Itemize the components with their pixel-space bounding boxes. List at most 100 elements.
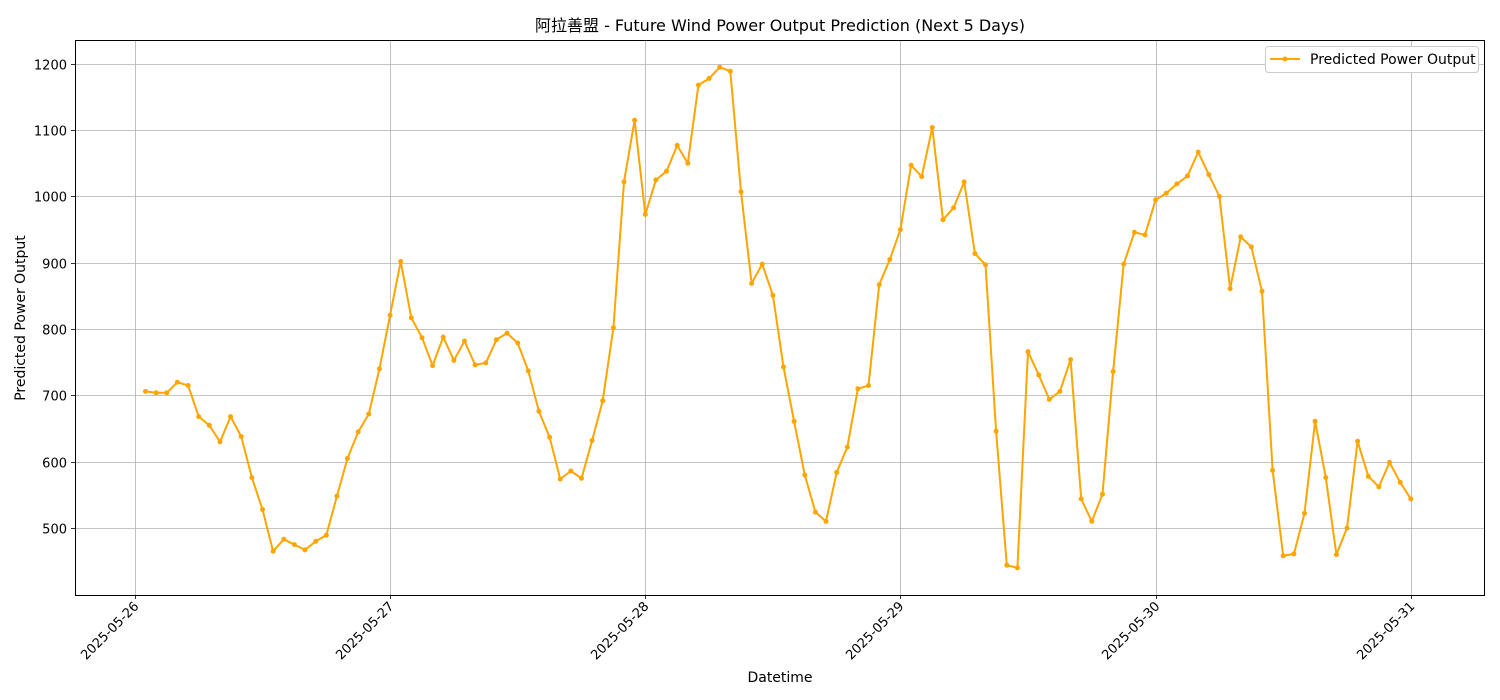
data-point [1376,484,1382,490]
data-point [174,379,180,385]
data-point [961,179,967,185]
data-point [855,386,861,392]
data-point [493,337,499,343]
data-point [1078,496,1084,502]
y-tick-label: 600 [42,457,67,472]
data-point [1333,552,1339,558]
data-point [440,334,446,340]
data-point [653,177,659,183]
data-point [206,422,212,428]
data-point [196,414,202,420]
data-point [547,434,553,440]
data-point [759,261,765,267]
data-point [217,439,223,445]
series-layer [143,64,1414,571]
data-point [1387,459,1392,465]
data-point [674,142,680,148]
data-point [536,408,542,414]
data-point [419,335,425,341]
data-point [1057,388,1063,394]
plot-frame [75,40,1485,596]
data-point [802,472,808,478]
data-point [1195,149,1201,155]
data-point [557,476,563,482]
data-point [483,360,489,366]
y-tick-label: 1000 [34,191,67,206]
data-point [185,383,191,388]
data-point [727,68,733,74]
data-point [897,227,903,233]
data-point [1036,372,1042,378]
data-point [1131,229,1137,235]
data-point [695,82,701,88]
data-point [610,325,616,331]
data-point [685,160,691,166]
x-axis-title: Datetime [747,670,812,686]
data-point [642,211,648,217]
data-point [632,117,638,123]
data-point [929,125,935,130]
data-point [515,340,521,346]
data-point [1280,553,1286,559]
data-point [270,548,276,554]
data-point [1323,475,1329,481]
data-point [972,251,978,256]
data-point [1344,525,1350,531]
data-point [238,434,244,439]
data-point [164,390,170,396]
data-point [408,315,414,321]
data-point [302,547,308,553]
legend: Predicted Power Output [1265,46,1479,73]
data-point [621,179,627,185]
data-point [1089,518,1095,524]
data-point [1174,181,1180,187]
data-point [1238,234,1244,240]
data-point [525,368,531,374]
data-point [228,414,234,420]
data-point [1355,438,1361,444]
data-point [281,536,287,542]
data-point [1291,551,1297,557]
data-point [812,509,818,515]
data-point [1206,172,1212,178]
data-point [1025,349,1031,355]
data-point [908,162,914,168]
data-point [1121,261,1127,267]
y-axis: 500 600 700 800 900 1000 1100 1200 [34,59,75,538]
data-point [1068,357,1074,363]
data-point [291,542,297,548]
data-point [1408,496,1414,502]
data-point [1110,369,1116,374]
data-point [345,455,350,461]
data-point [579,475,584,481]
data-point [1397,479,1403,485]
data-point [355,429,361,435]
data-point [1142,232,1148,238]
series-line [145,66,1412,569]
legend-label: Predicted Power Output [1310,52,1476,68]
legend-marker-swatch [1282,56,1288,62]
data-point [451,357,457,363]
data-point [866,383,871,388]
y-tick-label: 500 [42,523,67,538]
data-point [781,364,786,370]
data-point [334,493,340,499]
data-point [1248,244,1254,250]
data-point [260,507,265,512]
data-point [323,532,329,538]
data-point [249,475,255,481]
data-point [1216,194,1222,199]
y-axis-title: Predicted Power Output [13,235,29,401]
data-point [844,444,850,450]
data-point [568,468,574,474]
data-point [823,518,829,524]
y-tick-label: 700 [42,390,67,405]
data-point [1270,467,1276,473]
data-point [1227,286,1233,292]
legend-box [1265,46,1479,73]
data-point [153,390,159,396]
data-point [791,418,797,424]
data-point [376,366,382,372]
data-point [589,438,595,443]
